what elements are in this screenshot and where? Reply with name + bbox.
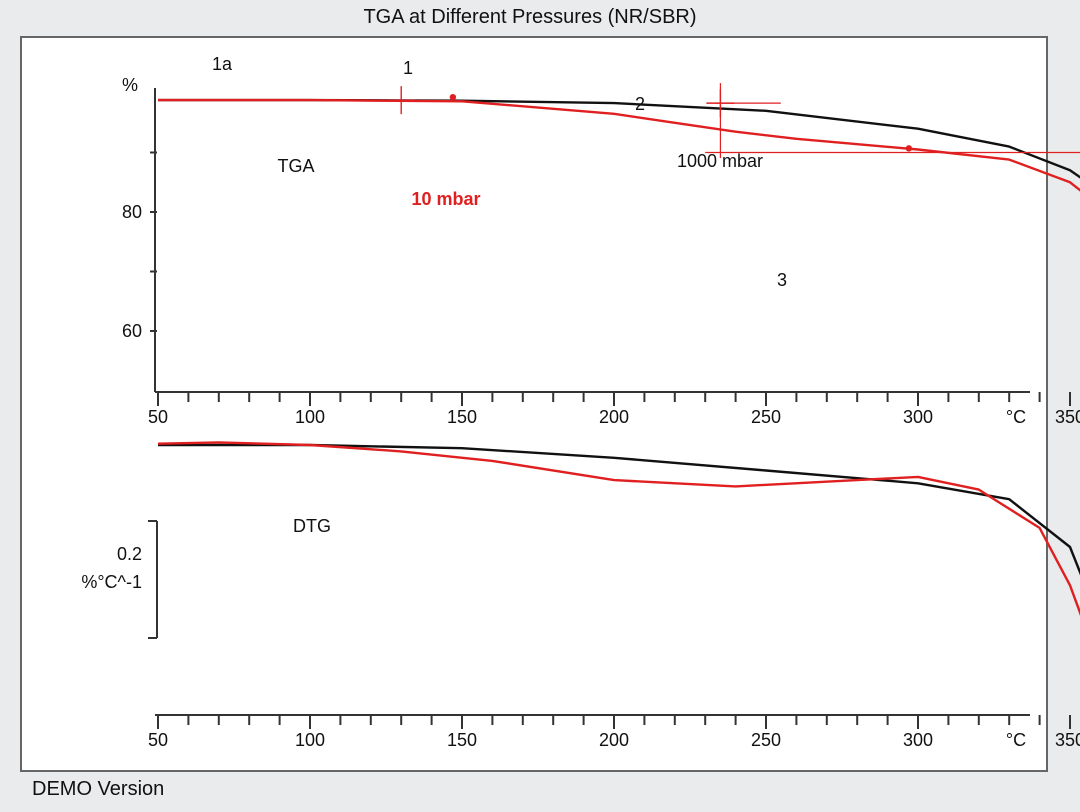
dtg-series-1000-mbar (158, 443, 1080, 576)
tga-annotation-10-mbar: 10 mbar (411, 189, 480, 209)
tga-y-tick-label: 60 (122, 321, 142, 341)
dtg-x-tick-label: 100 (295, 730, 325, 750)
dtg-annotation-DTG: DTG (293, 516, 331, 536)
tga-y-unit-label: % (122, 75, 138, 95)
tga-x-tick-label: 100 (295, 407, 325, 427)
dtg-scale-unit: %°C^-1 (81, 572, 142, 592)
tga-x-tick-label: 200 (599, 407, 629, 427)
dtg-x-tick-label: °C (1006, 730, 1026, 750)
tga-y-tick-label: 80 (122, 202, 142, 222)
dtg-x-tick-label: 250 (751, 730, 781, 750)
tga-series-10-mbar (158, 98, 1080, 192)
tga-annotation-1a: 1a (212, 54, 233, 74)
dtg-x-tick-label: 200 (599, 730, 629, 750)
tga-annotation-2: 2 (635, 94, 645, 114)
tga-x-tick-label: 300 (903, 407, 933, 427)
tga-annotation-3: 3 (777, 270, 787, 290)
dtg-x-tick-label: 300 (903, 730, 933, 750)
tga-series-1000-mbar (158, 98, 1080, 179)
tga-inflection-point (449, 93, 457, 101)
tga-x-tick-label: °C (1006, 407, 1026, 427)
dtg-scale-value: 0.2 (117, 544, 142, 564)
tga-inflection-point (905, 145, 913, 152)
chart-title: TGA at Different Pressures (NR/SBR) (363, 6, 697, 28)
tga-annotation-1: 1 (403, 58, 413, 78)
tga-x-tick-label: 150 (447, 407, 477, 427)
demo-version-label: DEMO Version (32, 778, 165, 800)
dtg-series-10-mbar (157, 441, 1080, 617)
tga-x-tick-label: 250 (751, 407, 781, 427)
tga-x-tick-label: 50 (148, 407, 168, 427)
plot-frame (20, 36, 1048, 772)
tga-x-tick-label: 350 (1055, 407, 1080, 427)
dtg-x-tick-label: 350 (1055, 730, 1080, 750)
dtg-x-tick-label: 150 (447, 730, 477, 750)
tga-annotation-TGA: TGA (277, 156, 314, 176)
tga-annotation-1000-mbar: 1000 mbar (677, 151, 763, 171)
dtg-x-tick-label: 50 (148, 730, 168, 750)
